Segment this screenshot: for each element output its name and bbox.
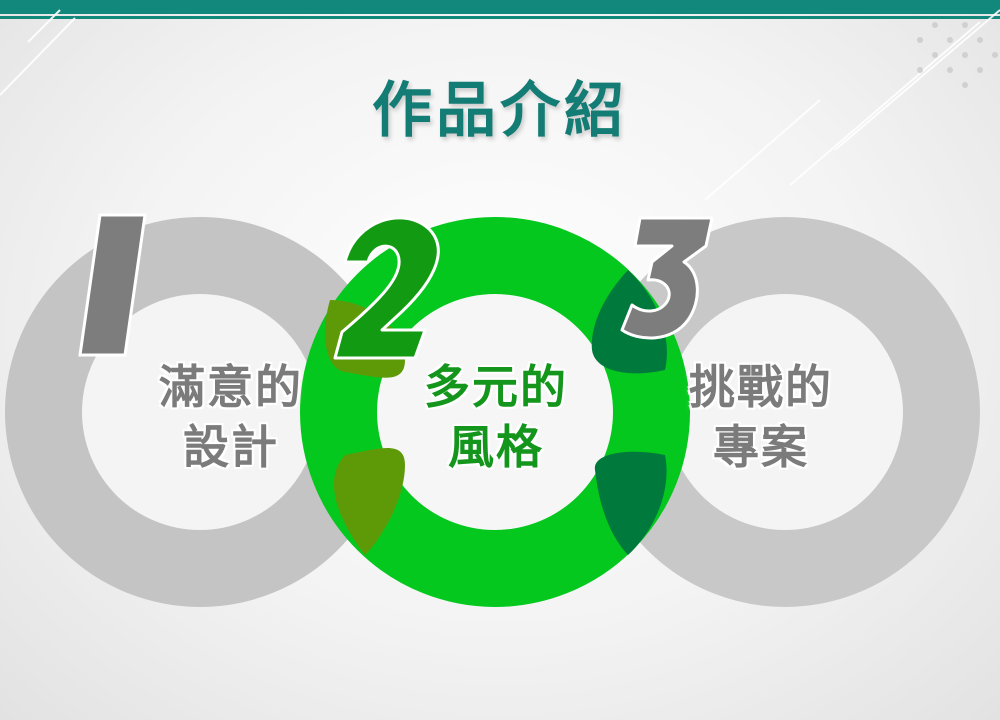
- top-accent-bar: [0, 0, 1000, 14]
- ring-2: [300, 217, 690, 607]
- item-3-line2: 專案: [713, 420, 809, 474]
- item-2-line1: 多元的: [424, 360, 568, 414]
- item-3-line1: 挑戰的: [689, 360, 833, 414]
- item-2-line2: 風格: [448, 420, 544, 474]
- item-1-label: 滿意的 設計: [111, 357, 351, 477]
- overlap-right-bottom: [594, 451, 667, 555]
- page-title: 作品介紹: [372, 76, 628, 146]
- decorative-streaks: [0, 9, 1000, 201]
- item-1-line2: 設計: [183, 420, 279, 474]
- decorative-dots: [917, 22, 998, 88]
- item-2-label: 多元的 風格: [376, 357, 616, 477]
- top-accent-line: [0, 16, 1000, 19]
- number-3: [620, 216, 714, 340]
- number-1: [78, 213, 147, 357]
- item-3-label: 挑戰的 專案: [641, 357, 881, 477]
- overlap-left-bottom: [333, 447, 405, 555]
- item-1-line1: 滿意的: [159, 360, 303, 414]
- number-2: [333, 216, 440, 360]
